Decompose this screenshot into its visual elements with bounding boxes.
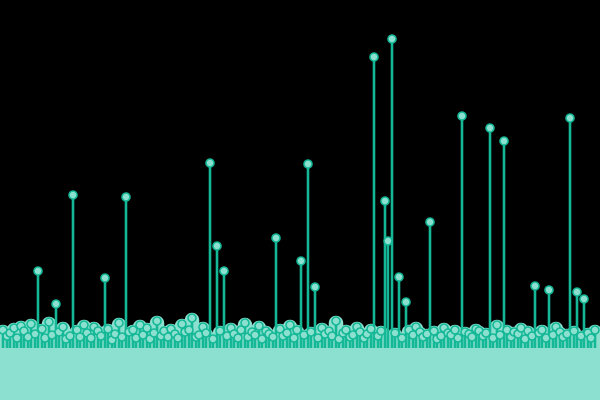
data-point-marker: [306, 327, 316, 337]
data-point-marker: [401, 297, 411, 307]
data-point-marker: [579, 294, 589, 304]
data-point-marker: [117, 332, 127, 342]
data-point-marker: [383, 236, 393, 246]
data-point-marker: [366, 324, 376, 334]
data-point-marker: [590, 325, 600, 335]
data-point-marker: [376, 326, 386, 336]
data-point-marker: [12, 333, 22, 343]
data-point-marker: [96, 331, 106, 341]
baseline-fill: [0, 348, 600, 400]
data-point-marker: [184, 325, 194, 335]
data-point-marker: [100, 273, 110, 283]
data-point-marker: [457, 111, 467, 121]
data-point-marker: [289, 333, 299, 343]
data-point-marker: [397, 333, 407, 343]
data-point-marker: [26, 319, 36, 329]
data-point-marker: [499, 136, 509, 146]
data-point-marker: [138, 330, 148, 340]
data-point-marker: [394, 272, 404, 282]
data-point-marker: [233, 333, 243, 343]
data-point-marker: [481, 328, 491, 338]
data-point-marker: [215, 326, 225, 336]
data-point-marker: [33, 266, 43, 276]
data-point-marker: [271, 233, 281, 243]
data-point-marker: [75, 332, 85, 342]
data-point-marker: [205, 158, 215, 168]
data-point-marker: [530, 281, 540, 291]
data-point-marker: [387, 34, 397, 44]
data-point-marker: [208, 334, 218, 344]
data-point-marker: [569, 326, 579, 336]
data-point-marker: [236, 325, 246, 335]
data-point-marker: [450, 325, 460, 335]
data-point-marker: [152, 316, 162, 326]
data-point-marker: [250, 330, 260, 340]
data-point-marker: [58, 322, 68, 332]
data-point-marker: [303, 159, 313, 169]
data-point-marker: [68, 190, 78, 200]
data-point-marker: [429, 326, 439, 336]
data-point-marker: [79, 320, 89, 330]
data-point-marker: [292, 325, 302, 335]
data-point-marker: [114, 318, 124, 328]
data-point-marker: [37, 324, 47, 334]
data-point-marker: [341, 325, 351, 335]
data-point-marker: [492, 320, 502, 330]
data-point-marker: [51, 299, 61, 309]
data-point-marker: [495, 330, 505, 340]
data-point-marker: [103, 324, 113, 334]
data-point-marker: [537, 325, 547, 335]
data-point-marker: [201, 328, 211, 338]
data-point-marker: [142, 323, 152, 333]
data-point-marker: [586, 333, 596, 343]
data-point-marker: [453, 333, 463, 343]
data-point-marker: [44, 317, 54, 327]
data-point-marker: [285, 320, 295, 330]
data-point-marker: [121, 192, 131, 202]
data-point-marker: [313, 333, 323, 343]
data-point-marker: [331, 316, 341, 326]
data-point-marker: [369, 52, 379, 62]
data-point-marker: [572, 287, 582, 297]
data-point-marker: [565, 113, 575, 123]
data-point-marker: [296, 256, 306, 266]
data-point-marker: [187, 313, 197, 323]
data-point-marker: [240, 318, 250, 328]
data-point-marker: [254, 321, 264, 331]
data-point-marker: [177, 319, 187, 329]
data-point-marker: [128, 325, 138, 335]
data-point-marker: [425, 217, 435, 227]
data-point-marker: [86, 333, 96, 343]
data-point-marker: [65, 331, 75, 341]
data-point-marker: [380, 196, 390, 206]
data-point-marker: [268, 332, 278, 342]
data-point-marker: [390, 328, 400, 338]
data-point-marker: [257, 334, 267, 344]
data-point-marker: [212, 241, 222, 251]
data-point-marker: [219, 266, 229, 276]
marker-layer: [0, 34, 600, 345]
data-point-marker: [310, 282, 320, 292]
data-point-marker: [485, 123, 495, 133]
data-point-marker: [282, 328, 292, 338]
data-point-marker: [544, 285, 554, 295]
data-point-marker: [173, 333, 183, 343]
data-point-marker: [467, 332, 477, 342]
data-point-marker: [30, 329, 40, 339]
